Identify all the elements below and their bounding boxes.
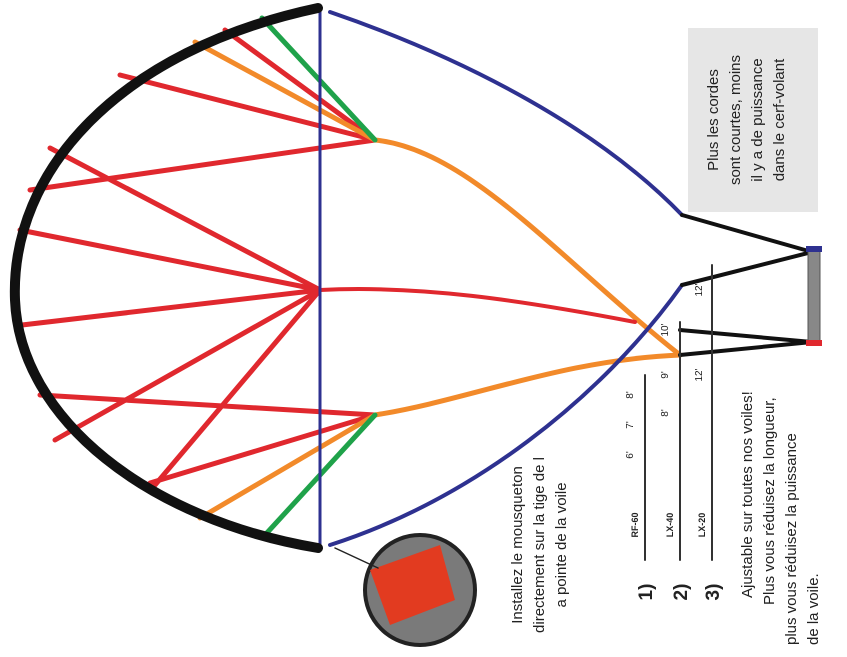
install-line: Installez le mousqueton (509, 466, 526, 624)
adjust-line: Plus vous réduisez la longueur, (761, 397, 778, 605)
note-line: il y a de puissance (749, 58, 766, 181)
length-mark: 6' (625, 451, 636, 459)
adjust-line: de la voile. (805, 573, 822, 645)
length-mark: 12' (694, 368, 705, 381)
kite-drawing (9, 3, 822, 647)
line-name: LX-40 (665, 513, 675, 538)
length-mark: 12' (694, 283, 705, 296)
install-line: directement sur la tige de l (531, 457, 548, 633)
line-number: 2) (671, 584, 692, 601)
note-line: dans le cerf-volant (771, 58, 788, 181)
note-line: sont courtes, moins (727, 55, 744, 185)
length-mark: 10' (660, 323, 671, 336)
adjust-line: Ajustable sur toutes nos voiles! (739, 391, 756, 598)
install-line: a pointe de la voile (553, 482, 570, 607)
line-number: 1) (636, 584, 657, 601)
length-mark: 7' (625, 421, 636, 429)
line-number: 3) (703, 584, 724, 601)
note-line: Plus les cordes (705, 69, 722, 171)
length-mark: 9' (660, 371, 671, 379)
adjust-line: plus vous réduisez la puissance (783, 433, 800, 645)
length-mark: 8' (660, 409, 671, 417)
length-mark: 8' (625, 391, 636, 399)
line-name: LX-20 (697, 513, 707, 538)
note-box (688, 28, 818, 212)
line-name: RF-60 (630, 512, 640, 537)
